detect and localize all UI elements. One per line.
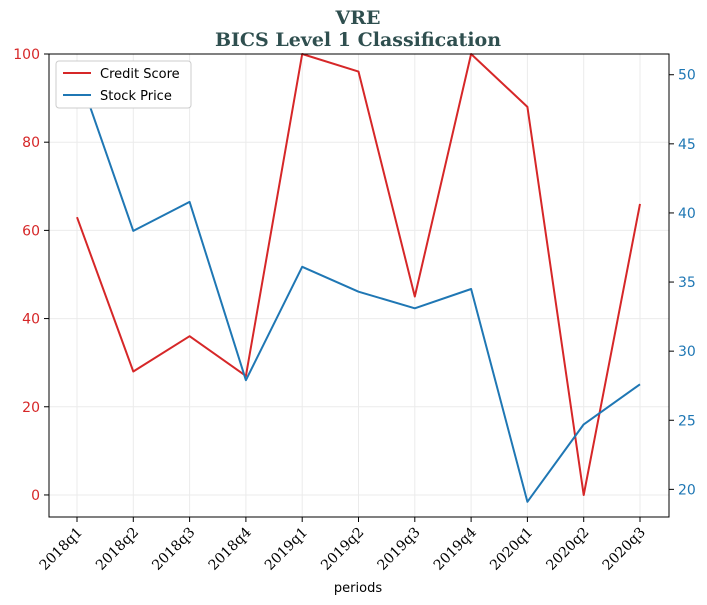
right-tick-label: 50 <box>678 68 696 84</box>
x-tick-label: 2019q4 <box>431 524 480 573</box>
left-tick-label: 80 <box>22 135 40 151</box>
legend: Credit Score Stock Price <box>55 60 192 109</box>
left-tick-label: 60 <box>22 223 40 239</box>
left-tick-label: 0 <box>31 488 40 504</box>
x-tick-label: 2019q2 <box>318 525 367 574</box>
x-tick-label: 2020q2 <box>543 525 592 574</box>
right-tick-label: 35 <box>678 275 696 291</box>
right-tick-label: 25 <box>678 413 696 429</box>
right-tick-label: 30 <box>678 344 696 360</box>
series-line-credit-score <box>76 53 641 496</box>
legend-label-stock-price: Stock Price <box>100 89 172 104</box>
x-tick-label: 2018q4 <box>206 524 255 573</box>
x-tick-label: 2018q3 <box>149 525 198 574</box>
chart-subtitle: BICS Level 1 Classification <box>215 29 501 51</box>
legend-label-credit-score: Credit Score <box>100 67 180 82</box>
left-tick-label: 100 <box>13 47 40 63</box>
x-axis: 2018q1 2018q2 2018q3 2018q4 2019q1 2019q2 2019… <box>37 517 649 574</box>
left-tick-label: 20 <box>22 400 40 416</box>
chart-title: VRE <box>334 7 380 29</box>
right-tick-label: 45 <box>678 137 696 153</box>
x-tick-label: 2019q3 <box>374 525 423 574</box>
right-tick-label: 20 <box>678 482 696 498</box>
right-y-axis: 20 25 30 35 40 45 50 <box>669 68 696 498</box>
x-tick-label: 2018q1 <box>37 525 86 574</box>
x-tick-label: 2019q1 <box>262 525 311 574</box>
x-tick-label: 2018q2 <box>93 525 142 574</box>
series-line-stock-price <box>76 68 641 503</box>
x-tick-label: 2020q1 <box>487 525 536 574</box>
left-tick-label: 40 <box>22 312 40 328</box>
x-tick-label: 2020q3 <box>600 525 649 574</box>
left-y-axis: 0 20 40 60 80 100 <box>13 47 49 504</box>
right-tick-label: 40 <box>678 206 696 222</box>
x-axis-label: periods <box>334 581 382 596</box>
